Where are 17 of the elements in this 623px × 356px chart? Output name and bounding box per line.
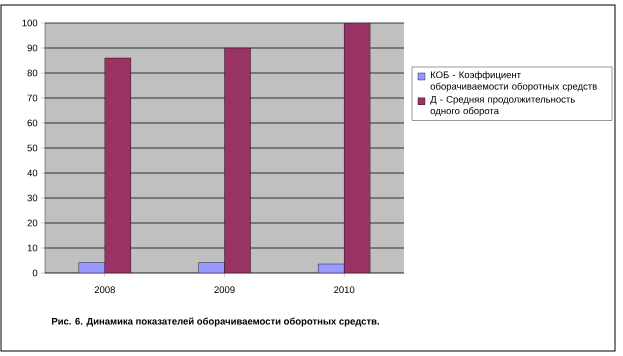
y-tick-label: 100: [22, 20, 38, 26]
x-tick-label: 2010: [334, 286, 354, 294]
x-tick-label: 2009: [214, 286, 235, 294]
y-tick-label: 20: [28, 220, 38, 226]
y-tick-label: 30: [27, 194, 38, 202]
text: Рис. 6. Динамика показателей оборачиваемости оборотных средств.: [52, 317, 379, 327]
y-tick-label: 40: [27, 170, 38, 176]
y-tick-label: 60: [28, 120, 38, 126]
legend-label: Д - Средняя продолжительность одного оборота: [430, 96, 575, 116]
y-tick-label: 80: [27, 70, 38, 76]
x-tick-label: 2008: [94, 286, 115, 294]
legend-label: КОБ - Коэффициент оборачиваемости оборотных средств: [430, 71, 597, 92]
y-tick-label: 10: [28, 244, 38, 252]
y-tick-label: 50: [27, 144, 38, 152]
y-tick-label: 0: [32, 270, 38, 276]
y-tick-label: 90: [28, 44, 38, 52]
y-tick-label: 70: [28, 94, 38, 102]
